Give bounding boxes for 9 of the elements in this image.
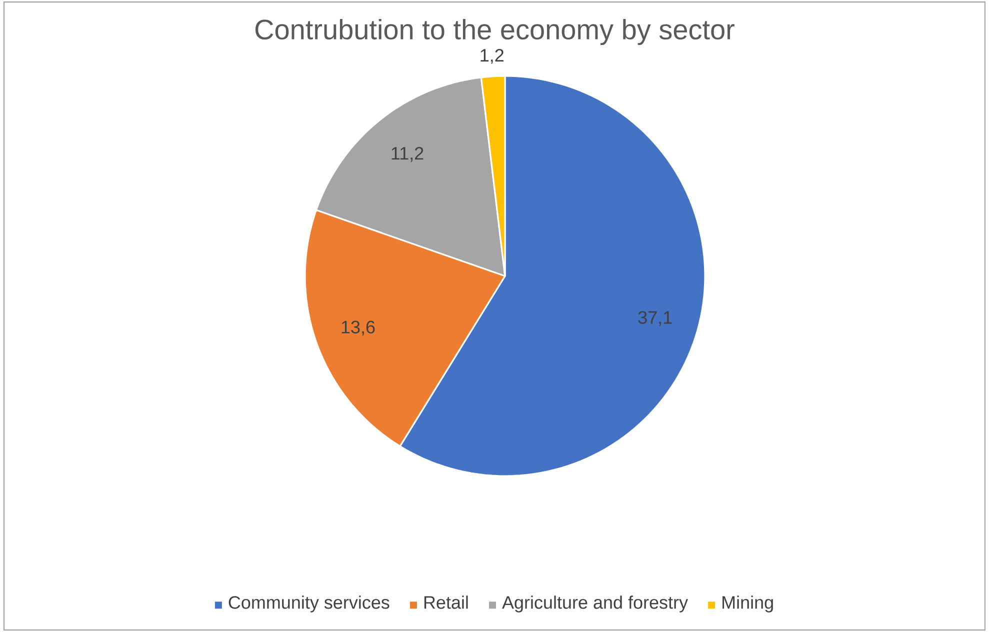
data-label: 13,6 [342, 320, 375, 336]
data-label: 11,2 [392, 146, 424, 162]
legend-label: Retail [424, 596, 468, 609]
legend-label: Mining [722, 596, 773, 612]
legend-label: Community services [228, 596, 390, 612]
legend-label: Agriculture and forestry [502, 596, 688, 612]
data-label: 37,1 [638, 311, 672, 326]
chart-title: Contrubution to the economy by sector [255, 18, 734, 46]
data-label: 1,2 [480, 48, 504, 64]
